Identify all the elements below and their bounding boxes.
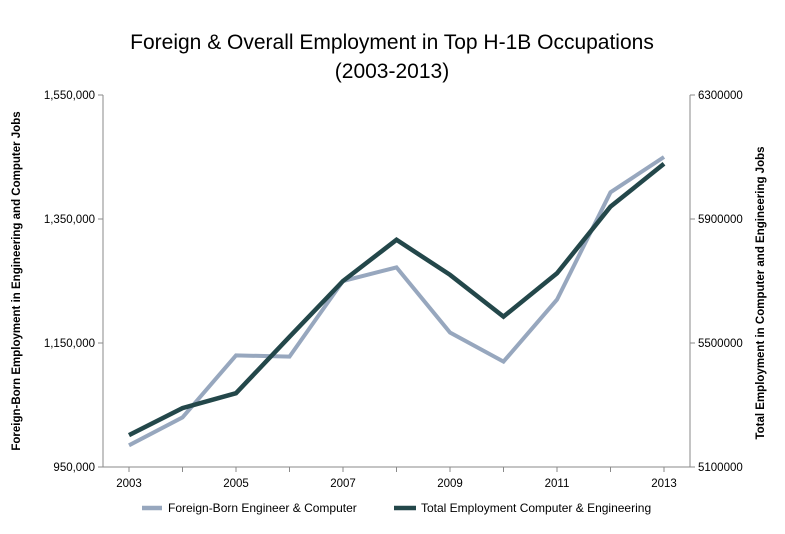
- x-tick-label: 2013: [651, 478, 677, 490]
- legend-label-total-employment: Total Employment Computer & Engineering: [421, 501, 651, 515]
- right-tick-label: 6300000: [698, 90, 743, 102]
- left-tick-label: 1,350,000: [44, 214, 95, 226]
- left-axis-title: Foreign-Born Employment in Engineering a…: [11, 111, 23, 450]
- left-tick-label: 1,550,000: [44, 90, 95, 102]
- x-tick-label: 2003: [116, 478, 142, 490]
- left-tick-label: 1,150,000: [44, 338, 95, 350]
- x-tick-label: 2007: [330, 478, 356, 490]
- x-tick-label: 2005: [223, 478, 249, 490]
- right-tick-label: 5100000: [698, 462, 743, 474]
- series-line-foreign-born: [128, 155, 666, 448]
- legend-label-foreign-born: Foreign-Born Engineer & Computer: [168, 501, 357, 515]
- chart-subtitle: (2003-2013): [335, 60, 449, 83]
- series-line-total-employment: [127, 162, 666, 438]
- right-axis-title: Total Employment in Computer and Enginee…: [755, 146, 767, 439]
- x-tick-label: 2009: [437, 478, 463, 490]
- chart-title: Foreign & Overall Employment in Top H-1B…: [130, 31, 654, 54]
- x-tick-label: 2011: [545, 478, 570, 490]
- left-tick-label: 950,000: [53, 462, 95, 474]
- right-tick-label: 5500000: [698, 338, 743, 350]
- right-tick-label: 5900000: [698, 214, 743, 226]
